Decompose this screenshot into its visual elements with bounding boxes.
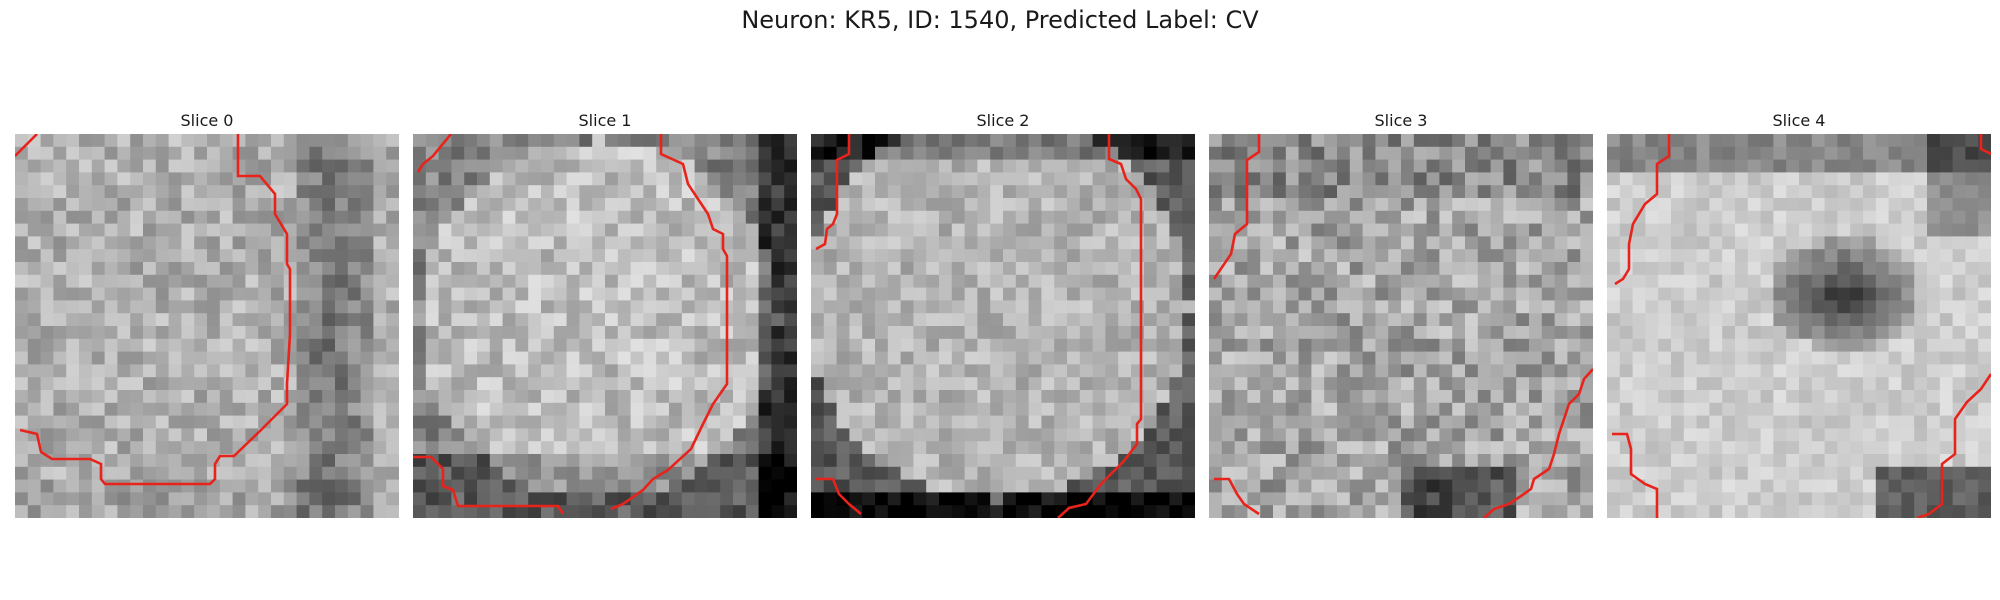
figure-title: Neuron: KR5, ID: 1540, Predicted Label: … [741, 6, 1259, 34]
slice-image [413, 134, 797, 518]
contour-line [816, 477, 862, 515]
slice-title: Slice 0 [180, 111, 234, 130]
slice-panel-2: Slice 2 [811, 110, 1195, 518]
contour-line [1214, 477, 1260, 516]
contour-line [1916, 373, 1991, 518]
contour-line [19, 134, 292, 486]
contour-line [413, 455, 565, 515]
slice-title: Slice 1 [578, 111, 632, 130]
slice-title: Slice 2 [976, 111, 1030, 130]
slice-image [811, 134, 1195, 518]
slice-title: Slice 3 [1374, 111, 1428, 130]
contour-line [1614, 134, 1671, 286]
slice-image [1607, 134, 1991, 518]
slice-image [15, 134, 399, 518]
contour-line [1057, 134, 1143, 518]
slice-panel-3: Slice 3 [1209, 110, 1593, 518]
slice-panel-0: Slice 0 [15, 110, 399, 518]
contour-line [1483, 368, 1593, 518]
slice-image [1209, 134, 1593, 518]
slice-title: Slice 4 [1772, 111, 1826, 130]
contour-line [815, 134, 851, 251]
contour-line [1612, 432, 1659, 518]
slice-panel-4: Slice 4 [1607, 110, 1991, 518]
contour-line [15, 134, 38, 157]
slice-panel-1: Slice 1 [413, 110, 797, 518]
contour-line [416, 134, 453, 173]
contour-line [1212, 134, 1261, 280]
contour-line [1979, 134, 1991, 156]
contour-line [610, 134, 729, 511]
